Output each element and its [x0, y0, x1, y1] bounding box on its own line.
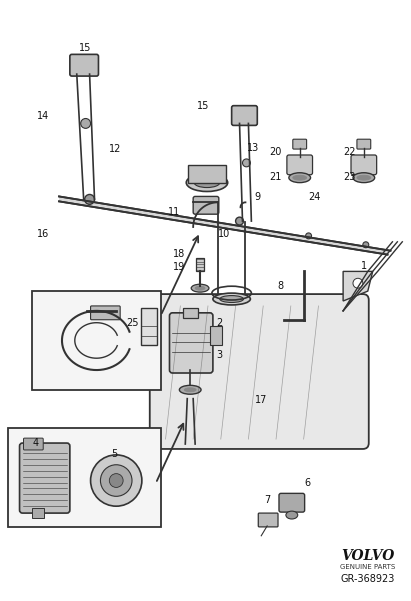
Text: GR-368923: GR-368923	[341, 574, 395, 584]
Circle shape	[236, 217, 243, 225]
Text: 16: 16	[37, 229, 50, 239]
Text: GENUINE PARTS: GENUINE PARTS	[340, 564, 395, 570]
Text: 7: 7	[264, 495, 270, 505]
Text: 9: 9	[254, 192, 261, 203]
FancyBboxPatch shape	[90, 306, 120, 320]
Bar	[32, 508, 44, 518]
Ellipse shape	[194, 178, 220, 188]
FancyBboxPatch shape	[70, 54, 99, 76]
Bar	[196, 258, 204, 272]
Ellipse shape	[179, 385, 201, 394]
Ellipse shape	[353, 172, 375, 183]
FancyBboxPatch shape	[258, 513, 278, 527]
Bar	[141, 308, 157, 346]
FancyBboxPatch shape	[169, 313, 213, 373]
Ellipse shape	[195, 286, 205, 290]
Text: 12: 12	[109, 144, 122, 154]
Ellipse shape	[220, 296, 243, 302]
Text: 24: 24	[309, 192, 321, 203]
Text: VOLVO: VOLVO	[341, 549, 395, 563]
Text: 25: 25	[126, 318, 139, 328]
Text: 20: 20	[269, 147, 282, 157]
Circle shape	[306, 233, 312, 239]
Bar	[32, 291, 161, 390]
Ellipse shape	[289, 172, 311, 183]
Polygon shape	[59, 197, 390, 255]
Text: 19: 19	[173, 263, 185, 272]
FancyBboxPatch shape	[357, 139, 371, 149]
Text: 15: 15	[79, 43, 91, 53]
FancyBboxPatch shape	[351, 155, 376, 175]
Ellipse shape	[213, 293, 250, 305]
Circle shape	[353, 278, 363, 288]
Text: 22: 22	[343, 147, 356, 157]
Circle shape	[100, 465, 132, 496]
Ellipse shape	[357, 175, 371, 180]
Bar	[210, 326, 222, 346]
Text: 10: 10	[218, 229, 230, 239]
Text: 15: 15	[197, 101, 210, 111]
Text: 3: 3	[216, 350, 222, 360]
FancyBboxPatch shape	[150, 294, 369, 449]
Text: 5: 5	[111, 449, 118, 459]
Bar	[183, 308, 198, 318]
FancyBboxPatch shape	[293, 139, 307, 149]
Circle shape	[242, 159, 250, 167]
Text: 2: 2	[216, 318, 222, 328]
Ellipse shape	[186, 174, 228, 192]
Text: 18: 18	[173, 249, 185, 258]
FancyBboxPatch shape	[287, 155, 312, 175]
Bar	[8, 429, 161, 527]
Text: 4: 4	[32, 438, 39, 448]
FancyBboxPatch shape	[23, 438, 43, 450]
Bar	[188, 165, 226, 183]
FancyBboxPatch shape	[193, 197, 219, 214]
Circle shape	[81, 118, 90, 129]
Circle shape	[90, 455, 142, 506]
Text: 8: 8	[277, 281, 283, 291]
Ellipse shape	[191, 284, 209, 292]
Text: 11: 11	[168, 207, 180, 217]
Text: 17: 17	[255, 395, 268, 404]
Text: 1: 1	[361, 261, 367, 272]
Ellipse shape	[184, 388, 196, 392]
Text: 13: 13	[247, 143, 260, 153]
Circle shape	[109, 474, 123, 487]
FancyBboxPatch shape	[232, 106, 257, 126]
FancyBboxPatch shape	[279, 493, 305, 512]
Text: 6: 6	[305, 478, 311, 489]
Circle shape	[85, 195, 95, 204]
Text: 14: 14	[37, 111, 50, 121]
Text: 23: 23	[343, 172, 356, 182]
Ellipse shape	[286, 511, 298, 519]
Polygon shape	[343, 272, 373, 301]
Text: 21: 21	[269, 172, 282, 182]
Ellipse shape	[293, 175, 307, 180]
Circle shape	[363, 242, 369, 248]
FancyBboxPatch shape	[20, 443, 70, 513]
